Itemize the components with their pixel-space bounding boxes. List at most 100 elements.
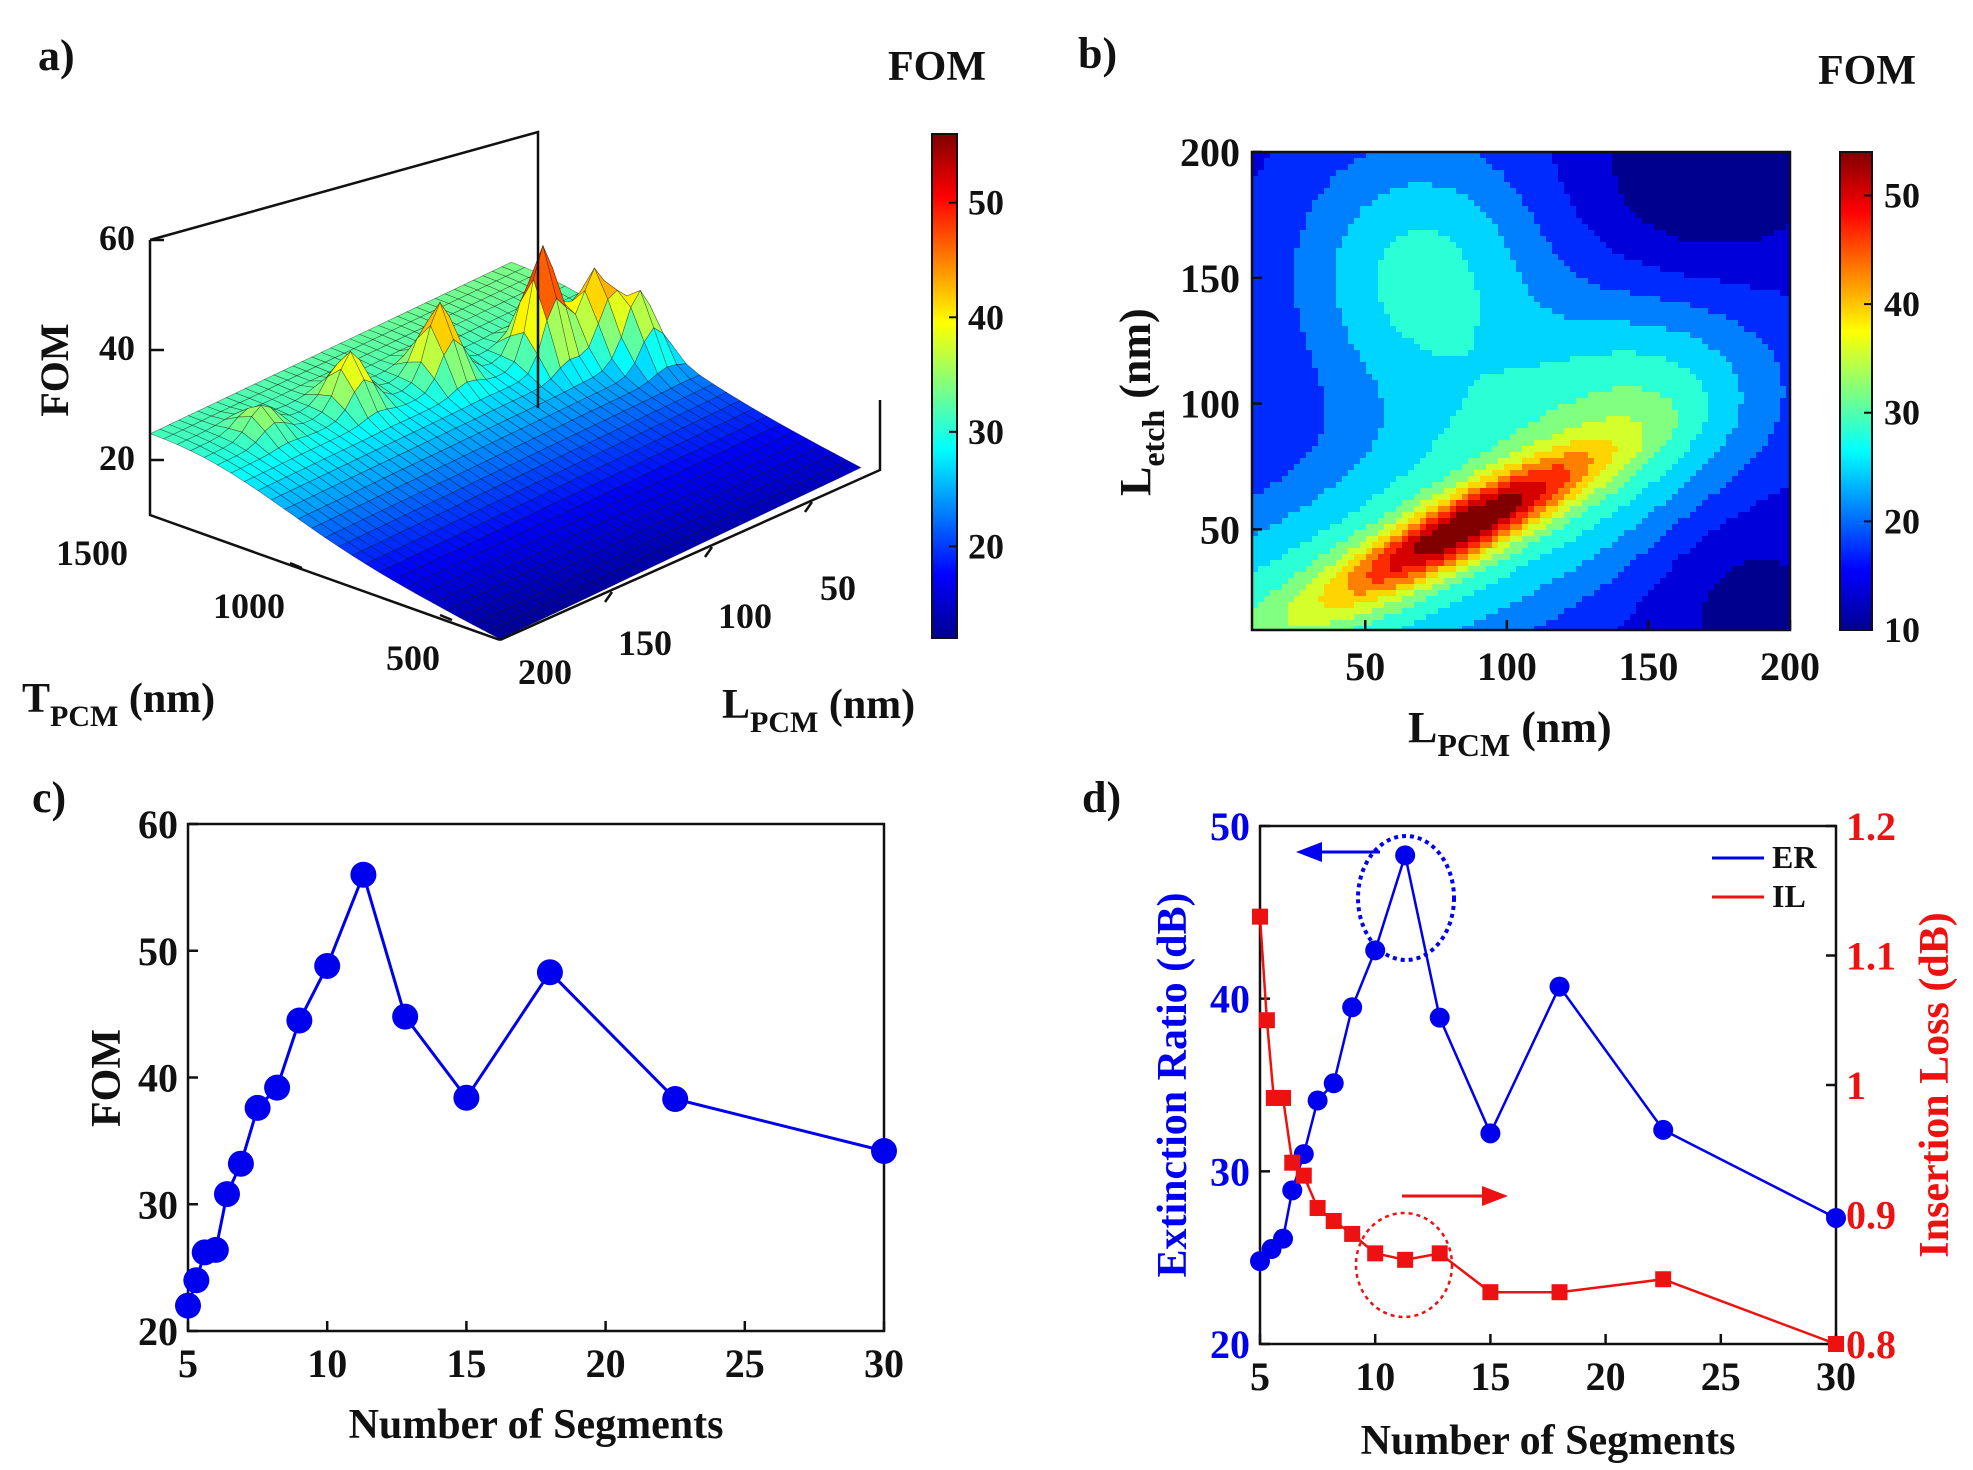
heatmap-cell <box>1684 158 1691 165</box>
heatmap-cell <box>1390 182 1397 189</box>
heatmap-cell <box>1372 254 1379 261</box>
heatmap-cell <box>1360 386 1367 393</box>
heatmap-cell <box>1252 242 1259 249</box>
heatmap-cell <box>1774 368 1781 375</box>
heatmap-cell <box>1648 176 1655 183</box>
heatmap-cell <box>1690 278 1697 285</box>
heatmap-cell <box>1300 290 1307 297</box>
heatmap-cell <box>1492 164 1499 171</box>
heatmap-cell <box>1738 326 1745 333</box>
heatmap-cell <box>1534 248 1541 255</box>
heatmap-cell <box>1624 278 1631 285</box>
heatmap-cell <box>1672 182 1679 189</box>
heatmap-cell <box>1384 356 1391 363</box>
heatmap-cell <box>1438 344 1445 351</box>
heatmap-cell <box>1378 296 1385 303</box>
heatmap-cell <box>1660 290 1667 297</box>
heatmap-cell <box>1678 392 1685 399</box>
heatmap-cell <box>1594 152 1601 159</box>
heatmap-cell <box>1534 242 1541 249</box>
heatmap-cell <box>1522 212 1529 219</box>
heatmap-cell <box>1708 296 1715 303</box>
heatmap-cell <box>1396 260 1403 267</box>
heatmap-cell <box>1390 254 1397 261</box>
heatmap-cell <box>1372 326 1379 333</box>
heatmap-cell <box>1396 236 1403 243</box>
heatmap-cell <box>1672 314 1679 321</box>
heatmap-cell <box>1726 176 1733 183</box>
heatmap-cell <box>1504 170 1511 177</box>
heatmap-cell <box>1480 392 1487 399</box>
heatmap-cell <box>1330 176 1337 183</box>
heatmap-cell <box>1312 320 1319 327</box>
heatmap-cell <box>1516 182 1523 189</box>
heatmap-cell <box>1348 242 1355 249</box>
heatmap-cell <box>1588 302 1595 309</box>
heatmap-cell <box>1252 302 1259 309</box>
heatmap-cell <box>1738 152 1745 159</box>
heatmap-cell <box>1480 218 1487 225</box>
heatmap-cell <box>1288 392 1295 399</box>
heatmap-cell <box>1372 194 1379 201</box>
heatmap-cell <box>1588 194 1595 201</box>
heatmap-cell <box>1690 362 1697 369</box>
heatmap-field <box>1252 152 1790 630</box>
heatmap-cell <box>1726 332 1733 339</box>
heatmap-cell <box>1486 260 1493 267</box>
heatmap-cell <box>1564 266 1571 273</box>
heatmap-cell <box>1474 182 1481 189</box>
heatmap-cell <box>1492 332 1499 339</box>
heatmap-cell <box>1714 158 1721 165</box>
heatmap-cell <box>1498 386 1505 393</box>
heatmap-cell <box>1504 332 1511 339</box>
heatmap-cell <box>1732 356 1739 363</box>
heatmap-cell <box>1342 236 1349 243</box>
heatmap-cell <box>1366 374 1373 381</box>
heatmap-cell <box>1372 212 1379 219</box>
heatmap-cell <box>1492 278 1499 285</box>
heatmap-cell <box>1336 374 1343 381</box>
heatmap-cell <box>1342 332 1349 339</box>
heatmap-cell <box>1582 362 1589 369</box>
heatmap-cell <box>1468 284 1475 291</box>
heatmap-cell <box>1318 314 1325 321</box>
heatmap-cell <box>1582 320 1589 327</box>
heatmap-cell <box>1642 404 1649 411</box>
heatmap-cell <box>1768 206 1775 213</box>
heatmap-cell <box>1360 206 1367 213</box>
heatmap-cell <box>1534 410 1541 417</box>
heatmap-cell <box>1672 224 1679 231</box>
heatmap-cell <box>1306 380 1313 387</box>
heatmap-cell <box>1264 242 1271 249</box>
heatmap-cell <box>1360 404 1367 411</box>
heatmap-cell <box>1504 326 1511 333</box>
heatmap-cell <box>1756 386 1763 393</box>
heatmap-cell <box>1462 410 1469 417</box>
heatmap-cell <box>1390 314 1397 321</box>
heatmap-cell <box>1714 278 1721 285</box>
heatmap-cell <box>1312 380 1319 387</box>
heatmap-cell <box>1594 218 1601 225</box>
heatmap-cell <box>1306 212 1313 219</box>
heatmap-cell <box>1306 218 1313 225</box>
heatmap-cell <box>1474 362 1481 369</box>
heatmap-cell <box>1348 326 1355 333</box>
heatmap-cell <box>1648 188 1655 195</box>
heatmap-cell <box>1252 404 1259 411</box>
heatmap-cell <box>1540 368 1547 375</box>
heatmap-cell <box>1696 344 1703 351</box>
heatmap-cell <box>1270 272 1277 279</box>
heatmap-cell <box>1546 290 1553 297</box>
heatmap-cell <box>1312 410 1319 417</box>
heatmap-cell <box>1690 332 1697 339</box>
heatmap-cell <box>1630 332 1637 339</box>
heatmap-cell <box>1366 272 1373 279</box>
heatmap-cell <box>1594 242 1601 249</box>
heatmap-cell <box>1576 170 1583 177</box>
heatmap-cell <box>1360 242 1367 249</box>
heatmap-cell <box>1282 200 1289 207</box>
heatmap-cell <box>1738 338 1745 345</box>
heatmap-cell <box>1516 290 1523 297</box>
heatmap-cell <box>1510 296 1517 303</box>
heatmap-cell <box>1570 380 1577 387</box>
